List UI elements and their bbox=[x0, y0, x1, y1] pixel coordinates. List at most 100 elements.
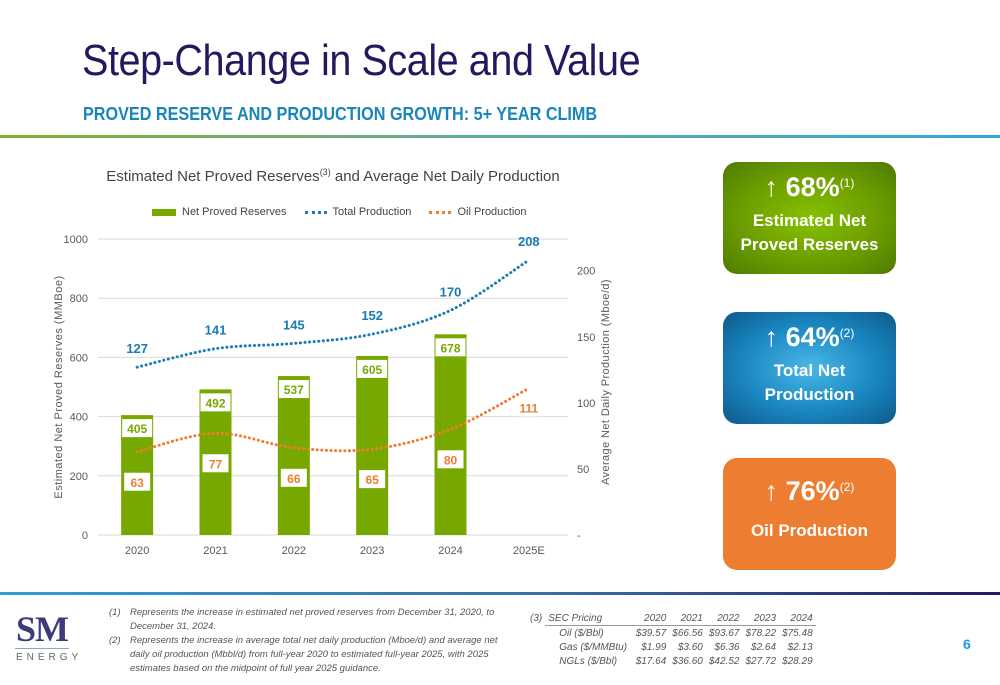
row-label: Gas ($/MMBtu) bbox=[559, 641, 628, 653]
bar-data-label: 492 bbox=[205, 396, 225, 410]
label-line: Proved Reserves bbox=[740, 235, 879, 254]
table-row: NGLs ($/Bbl) $17.64 $36.60 $42.52 $27.72… bbox=[527, 654, 816, 668]
oil-production-data-label: 66 bbox=[287, 472, 301, 486]
year-header: 2024 bbox=[779, 611, 816, 626]
oil-label-box bbox=[280, 468, 307, 487]
total-production-growth-value: ↑ 64%(2) bbox=[723, 322, 896, 353]
legend-swatch-total bbox=[304, 210, 327, 214]
legend-label-total: Total Production bbox=[332, 206, 412, 218]
year-header: 2020 bbox=[630, 611, 670, 626]
bar-data-label: 605 bbox=[362, 363, 382, 377]
oil-label-box bbox=[124, 472, 151, 491]
cell-value: $6.36 bbox=[714, 641, 740, 653]
logo-mark: SM bbox=[16, 609, 69, 649]
chart-title-rest: and Average Net Daily Production bbox=[330, 168, 560, 185]
oil-production-data-label: 80 bbox=[444, 453, 458, 467]
bar-label-box bbox=[357, 359, 388, 378]
bar-data-label: 405 bbox=[127, 422, 147, 436]
oil-production-growth-label: Oil Production bbox=[723, 519, 896, 543]
x-tick-label: 2021 bbox=[203, 545, 227, 557]
cell-value: $2.13 bbox=[787, 641, 813, 653]
logo-wordmark: ENERGY bbox=[16, 652, 83, 663]
legend-swatch-reserves bbox=[152, 208, 176, 216]
oil-label-box bbox=[437, 450, 464, 469]
legend-item-oil: Oil Production bbox=[429, 206, 527, 218]
bar-label-box bbox=[278, 380, 309, 399]
header-divider bbox=[0, 135, 1000, 138]
y2-tick-label: - bbox=[577, 530, 581, 542]
x-tick-label: 2020 bbox=[125, 545, 149, 557]
y-tick-label: 400 bbox=[70, 412, 88, 424]
reserves-growth-label: Estimated Net Proved Reserves bbox=[723, 209, 896, 257]
oil-label-box bbox=[515, 398, 542, 417]
chart-legend: Net Proved Reserves Total Production Oil… bbox=[152, 206, 527, 218]
line-oil-production bbox=[135, 386, 531, 454]
cell-value: $66.56 bbox=[672, 627, 703, 639]
cell-value: $36.60 bbox=[672, 655, 703, 667]
total-production-data-label: 208 bbox=[518, 234, 540, 249]
footnote-number: (2) bbox=[109, 635, 121, 646]
up-arrow-icon: ↑ bbox=[764, 322, 779, 352]
oil-production-growth-percent: 76% bbox=[785, 476, 840, 506]
legend-item-reserves: Net Proved Reserves bbox=[152, 206, 287, 218]
total-production-growth-label: Total Net Production bbox=[723, 359, 896, 407]
legend-label-reserves: Net Proved Reserves bbox=[182, 206, 287, 218]
cell-value: $75.48 bbox=[782, 627, 813, 639]
bar-data-label: 537 bbox=[284, 383, 304, 397]
cell-value: $3.60 bbox=[677, 641, 703, 653]
footnote-number: (1) bbox=[109, 607, 121, 618]
cell-value: $93.67 bbox=[708, 627, 740, 639]
total-production-growth-card: ↑ 64%(2) Total Net Production bbox=[723, 312, 896, 424]
oil-production-data-label: 63 bbox=[130, 476, 144, 490]
reserves-growth-value: ↑ 68%(1) bbox=[723, 172, 896, 203]
footer-divider bbox=[0, 592, 1000, 595]
y2-tick-label: 150 bbox=[577, 332, 595, 344]
label-line: Production bbox=[764, 385, 855, 404]
total-production-growth-percent: 64% bbox=[785, 322, 840, 352]
total-production-data-label: 145 bbox=[283, 317, 305, 332]
chart-title-main: Estimated Net Proved Reserves bbox=[106, 168, 320, 185]
chart-title: Estimated Net Proved Reserves(3) and Ave… bbox=[0, 167, 666, 185]
cell-value: $78.22 bbox=[745, 627, 777, 639]
up-arrow-icon: ↑ bbox=[764, 476, 779, 506]
bar-label-box bbox=[200, 393, 231, 412]
total-production-data-label: 127 bbox=[126, 341, 148, 356]
spacer-cell bbox=[527, 640, 545, 654]
oil-label-box bbox=[359, 470, 386, 489]
reserves-growth-percent: 68% bbox=[785, 172, 840, 202]
cell-value: $39.57 bbox=[635, 627, 667, 639]
oil-production-growth-card: ↑ 76%(2) Oil Production bbox=[723, 458, 896, 570]
footnotes: (1) Represents the increase in estimated … bbox=[109, 606, 501, 676]
sec-pricing-header: SEC Pricing bbox=[545, 611, 631, 626]
year-header: 2023 bbox=[742, 611, 780, 626]
y-tick-label: 600 bbox=[70, 352, 88, 364]
row-label: Oil ($/Bbl) bbox=[559, 627, 604, 639]
y2-tick-label: 50 bbox=[577, 464, 589, 476]
y2-tick-label: 100 bbox=[577, 398, 595, 410]
cell-value: $28.29 bbox=[782, 655, 813, 667]
bar-data-label: 678 bbox=[440, 341, 460, 355]
up-arrow-icon: ↑ bbox=[764, 172, 779, 202]
cell-value: $42.52 bbox=[708, 655, 740, 667]
y-tick-label: 200 bbox=[70, 471, 88, 483]
y-tick-label: 800 bbox=[70, 293, 88, 305]
page-title: Step-Change in Scale and Value bbox=[82, 36, 641, 85]
cell-value: $2.64 bbox=[751, 641, 777, 653]
cell-value: $17.64 bbox=[635, 655, 667, 667]
table-row: Gas ($/MMBtu) $1.99 $3.60 $6.36 $2.64 $2… bbox=[527, 640, 816, 654]
total-production-growth-footnote: (2) bbox=[839, 326, 855, 340]
legend-item-total: Total Production bbox=[304, 206, 412, 218]
bar-label-box bbox=[435, 338, 466, 357]
oil-production-growth-value: ↑ 76%(2) bbox=[723, 476, 896, 507]
x-tick-label: 2024 bbox=[438, 545, 462, 557]
footnote-2: (2) Represents the increase in average to… bbox=[109, 634, 501, 676]
oil-production-data-label: 65 bbox=[365, 473, 379, 487]
oil-production-data-label: 77 bbox=[209, 457, 223, 471]
x-tick-label: 2023 bbox=[360, 545, 384, 557]
chart-title-footnote: (3) bbox=[319, 167, 331, 177]
footnote-1: (1) Represents the increase in estimated … bbox=[109, 606, 501, 634]
oil-production-growth-footnote: (2) bbox=[839, 480, 855, 494]
spacer-cell bbox=[527, 626, 545, 641]
total-production-data-label: 152 bbox=[361, 308, 383, 323]
oil-production-data-label: 111 bbox=[519, 401, 538, 415]
